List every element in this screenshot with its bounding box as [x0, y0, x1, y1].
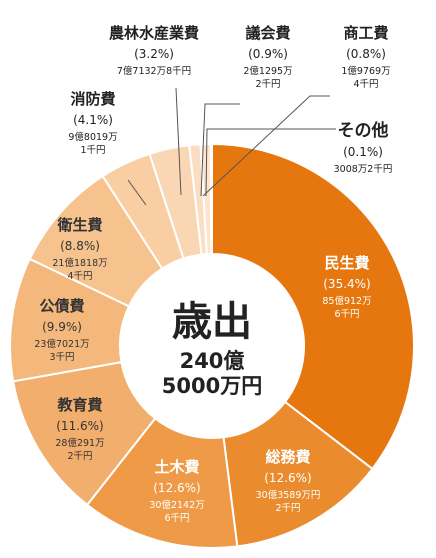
slice-name-8: 議会費	[245, 24, 290, 42]
slice-name-9: 商工費	[343, 24, 388, 42]
center-total-line2: 5000万円	[162, 374, 262, 398]
slice-name-2: 土木費	[154, 458, 199, 476]
slice-label-7: 農林水産業費 (3.2%) 7億7132万8千円	[109, 24, 199, 77]
slice-label-4: 公債費 (9.9%) 23億7021万 3千円	[34, 297, 89, 363]
center-title: 歳出	[172, 299, 252, 345]
slice-amount-line2-2: 6千円	[164, 513, 189, 524]
slice-percent-0: (35.4%)	[323, 277, 370, 291]
slice-percent-9: (0.8%)	[346, 47, 386, 61]
slice-percent-10: (0.1%)	[343, 145, 383, 159]
slice-name-3: 教育費	[56, 396, 102, 414]
slice-amount-line1-5: 21億1818万	[52, 257, 107, 269]
slice-percent-1: (12.6%)	[264, 471, 311, 485]
leader-line-6	[127, 179, 147, 206]
leader-line-10	[205, 128, 336, 197]
slice-amount-line1-6: 9億8019万	[68, 131, 117, 143]
leader-line-8	[200, 103, 240, 197]
slice-amount-line2-5: 4千円	[67, 271, 92, 282]
slice-label-10: その他 (0.1%) 3008万2千円	[334, 120, 393, 175]
slice-amount-line1-3: 28億291万	[55, 437, 104, 449]
slice-name-7: 農林水産業費	[109, 24, 199, 42]
slice-name-5: 衛生費	[56, 216, 102, 234]
slice-amount-line1-9: 1億9769万	[341, 65, 390, 77]
slice-amount-line1-1: 30億3589万円	[256, 489, 321, 501]
slice-percent-8: (0.9%)	[248, 47, 288, 61]
slice-name-1: 総務費	[265, 448, 310, 466]
donut-hole	[120, 254, 304, 438]
slice-label-3: 教育費 (11.6%) 28億291万 2千円	[55, 396, 104, 462]
slice-amount-line2-0: 6千円	[334, 309, 359, 320]
slice-label-2: 土木費 (12.6%) 30億2142万 6千円	[149, 458, 204, 524]
center-label: 歳出 240億 5000万円	[162, 299, 262, 398]
slice-10	[209, 142, 213, 256]
slice-label-9: 商工費 (0.8%) 1億9769万 4千円	[341, 24, 390, 90]
slice-percent-5: (8.8%)	[60, 239, 100, 253]
slice-percent-7: (3.2%)	[134, 47, 174, 61]
slice-amount-line2-9: 4千円	[353, 79, 378, 90]
slice-name-6: 消防費	[70, 90, 115, 108]
slice-amount-line1-0: 85億912万	[322, 295, 371, 307]
slice-amount-line1-8: 2億1295万	[243, 65, 292, 77]
slice-percent-4: (9.9%)	[42, 320, 82, 334]
slice-amount-line1-2: 30億2142万	[149, 499, 204, 511]
leader-lines	[127, 87, 336, 206]
center-total-line1: 240億	[180, 349, 245, 373]
slice-amount-line2-1: 2千円	[275, 503, 300, 514]
slice-amount-line2-6: 1千円	[80, 145, 105, 156]
slice-name-4: 公債費	[39, 297, 84, 315]
slice-percent-2: (12.6%)	[153, 481, 200, 495]
slice-percent-3: (11.6%)	[56, 419, 103, 433]
slice-amount-line2-3: 2千円	[67, 451, 92, 462]
slice-name-0: 民生費	[324, 254, 369, 272]
slice-name-10: その他	[338, 120, 389, 141]
slice-label-8: 議会費 (0.9%) 2億1295万 2千円	[243, 24, 292, 90]
slices-layer	[9, 142, 415, 549]
slice-percent-6: (4.1%)	[73, 113, 113, 127]
slice-amount-line1-7: 7億7132万8千円	[117, 65, 191, 77]
slice-amount-line2-8: 2千円	[255, 79, 280, 90]
slice-label-5: 衛生費 (8.8%) 21億1818万 4千円	[52, 216, 107, 282]
slice-label-0: 民生費 (35.4%) 85億912万 6千円	[322, 254, 371, 320]
slice-amount-line1-10: 3008万2千円	[334, 164, 393, 175]
slice-label-1: 総務費 (12.6%) 30億3589万円 2千円	[256, 448, 321, 514]
leader-line-9	[202, 95, 330, 197]
slice-label-6: 消防費 (4.1%) 9億8019万 1千円	[68, 90, 117, 156]
slice-amount-line2-4: 3千円	[49, 352, 74, 363]
leader-line-7	[175, 87, 182, 196]
slice-labels: 民生費(35.4%)85億912万6千円総務費(12.6%)30億3589万円2…	[34, 24, 392, 524]
slice-amount-line1-4: 23億7021万	[34, 338, 89, 350]
